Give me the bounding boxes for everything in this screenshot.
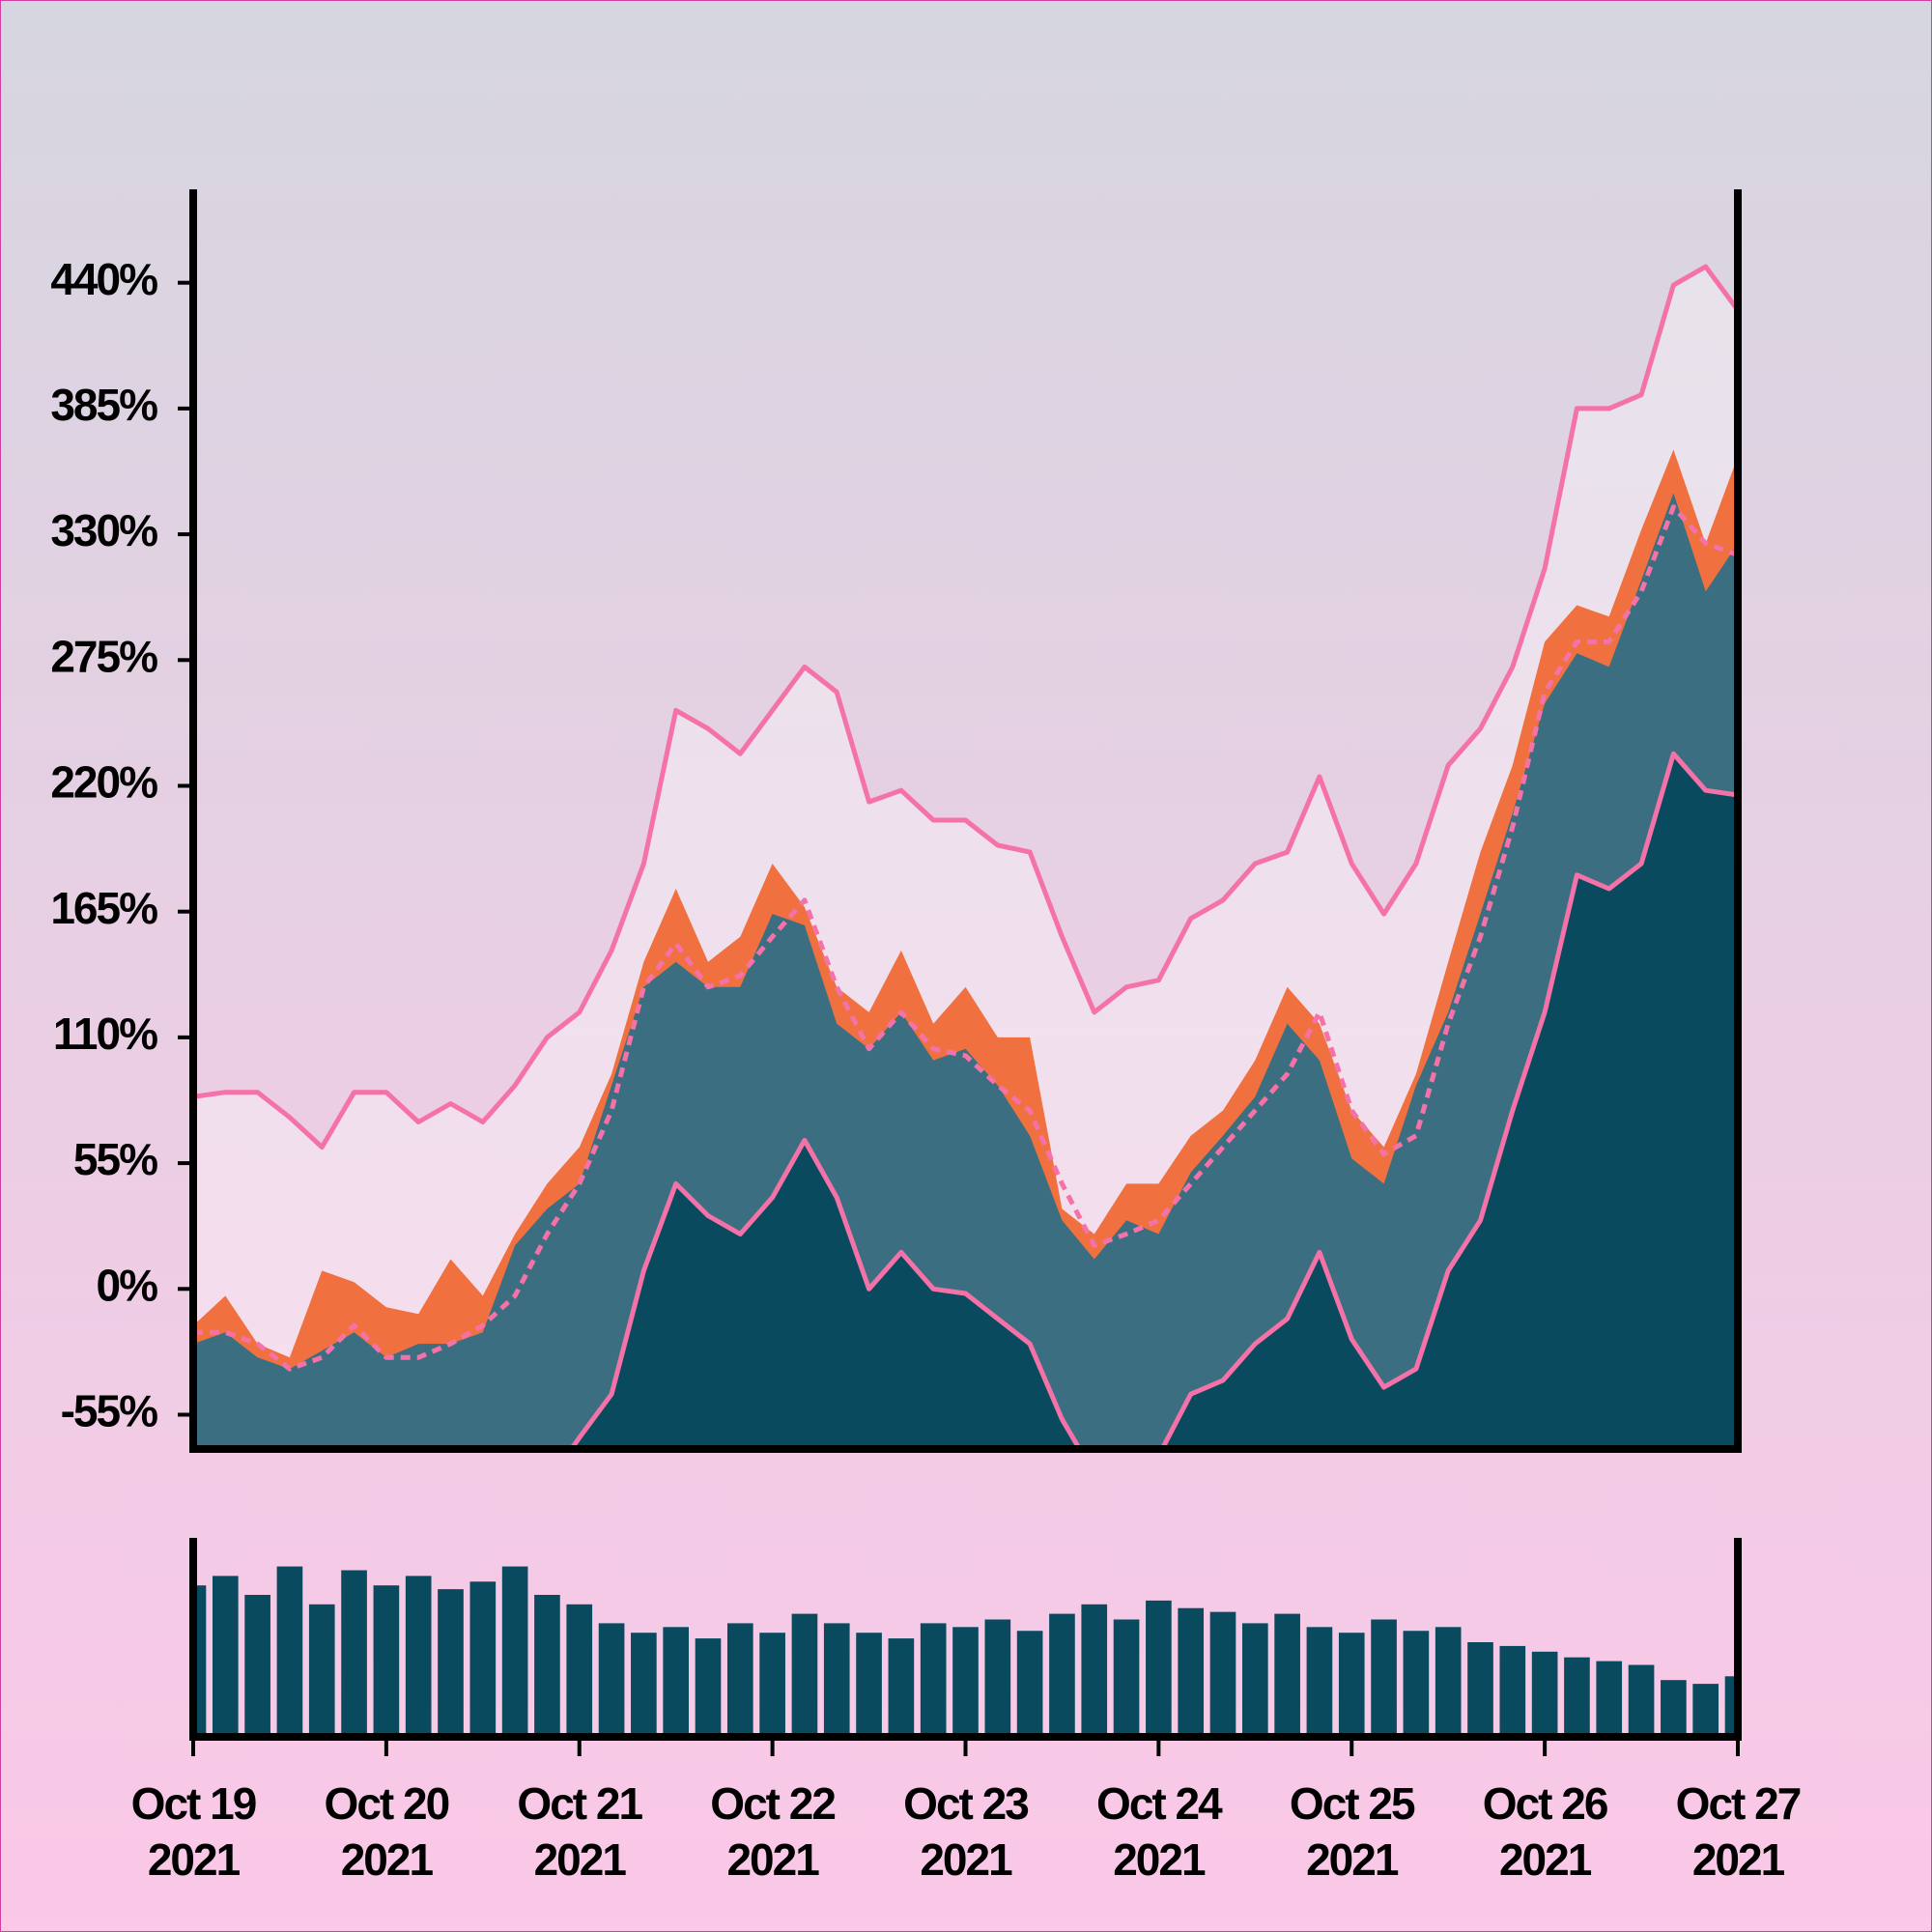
- y-tick-label: 275%: [50, 631, 157, 681]
- volume-bar: [1113, 1619, 1140, 1737]
- volume-bar: [1628, 1664, 1655, 1737]
- volume-bar: [856, 1633, 882, 1737]
- volume-bar: [1146, 1600, 1172, 1737]
- volume-bar: [1241, 1623, 1268, 1737]
- volume-bar: [1209, 1611, 1236, 1737]
- y-tick-label: 110%: [53, 1009, 157, 1059]
- volume-bar: [920, 1623, 947, 1737]
- band-line: [568, 751, 1738, 1449]
- x-tick-label: Oct 22 2021: [710, 1778, 837, 1885]
- volume-bar: [598, 1623, 625, 1737]
- volume-bar: [1306, 1627, 1333, 1737]
- volume-bar: [952, 1627, 979, 1737]
- volume-bar: [1403, 1631, 1430, 1737]
- volume-bar: [695, 1638, 722, 1737]
- volume-bar: [534, 1595, 560, 1737]
- volume-bar: [341, 1570, 367, 1737]
- volume-bar: [1178, 1607, 1205, 1737]
- volume-bar: [501, 1566, 528, 1737]
- x-tick-label: Oct 24 2021: [1096, 1778, 1223, 1885]
- volume-bar: [1596, 1661, 1623, 1737]
- band-line: [193, 264, 1738, 1150]
- x-tick-label: Oct 19 2021: [130, 1778, 258, 1885]
- volume-bar: [1531, 1651, 1558, 1737]
- volume-bar: [566, 1604, 593, 1737]
- volume-bar: [373, 1585, 400, 1737]
- volume-bar: [1564, 1657, 1590, 1737]
- y-tick-label: 440%: [50, 254, 157, 304]
- y-tick-label: 165%: [50, 883, 157, 933]
- volume-bar: [438, 1589, 464, 1737]
- volume-bar: [1692, 1684, 1719, 1737]
- volume-bar: [469, 1581, 497, 1737]
- volume-bar: [663, 1627, 690, 1737]
- y-tick-label: -55%: [61, 1386, 157, 1436]
- volume-plot: [193, 1566, 1738, 1737]
- x-tick-label: Oct 21 2021: [517, 1778, 643, 1885]
- area: [193, 493, 1738, 1449]
- x-tick-label: Oct 23 2021: [903, 1778, 1030, 1885]
- volume-bar: [1435, 1627, 1462, 1737]
- x-tick-label: Oct 27 2021: [1675, 1778, 1803, 1885]
- volume-bar: [1499, 1645, 1526, 1737]
- y-tick-label: 0%: [97, 1260, 158, 1310]
- axes: -55% 0% 55% 110% 165% 220% 275% 330% 385% 440%: [50, 189, 1742, 1756]
- y-tick-label: 385%: [50, 380, 157, 430]
- price-plot: [193, 264, 1738, 1449]
- volume-bar: [1016, 1631, 1043, 1737]
- y-tick-label: 55%: [73, 1134, 157, 1184]
- y-tick-label: 220%: [50, 757, 157, 808]
- x-tick-label: Oct 26 2021: [1482, 1778, 1609, 1885]
- volume-bar: [984, 1619, 1011, 1737]
- volume-bar: [1661, 1680, 1687, 1737]
- volume-bar: [823, 1623, 850, 1737]
- volume-bar: [791, 1613, 818, 1737]
- volume-bar: [212, 1576, 239, 1737]
- volume-bar: [276, 1566, 303, 1737]
- volume-bar: [1049, 1613, 1075, 1737]
- volume-bar: [1274, 1613, 1300, 1737]
- middle-band-line: [193, 504, 1738, 1372]
- volume-bar: [1081, 1604, 1108, 1737]
- volume-bar: [244, 1595, 270, 1737]
- volume-bar: [1371, 1619, 1397, 1737]
- volume-bar: [1338, 1633, 1365, 1737]
- volume-bar: [888, 1638, 915, 1737]
- x-tick-label: Oct 25 2021: [1289, 1778, 1416, 1885]
- y-tick-label: 330%: [50, 505, 157, 555]
- x-tick-label: Oct 20 2021: [324, 1778, 451, 1885]
- volume-bar: [631, 1633, 657, 1737]
- volume-bar: [308, 1604, 335, 1737]
- volume-bar: [726, 1623, 753, 1737]
- volume-bar: [405, 1576, 432, 1737]
- volume-bar: [759, 1633, 785, 1737]
- volume-bar: [1467, 1642, 1493, 1737]
